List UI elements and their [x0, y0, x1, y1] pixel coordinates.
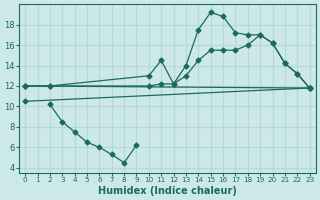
- X-axis label: Humidex (Indice chaleur): Humidex (Indice chaleur): [98, 186, 237, 196]
